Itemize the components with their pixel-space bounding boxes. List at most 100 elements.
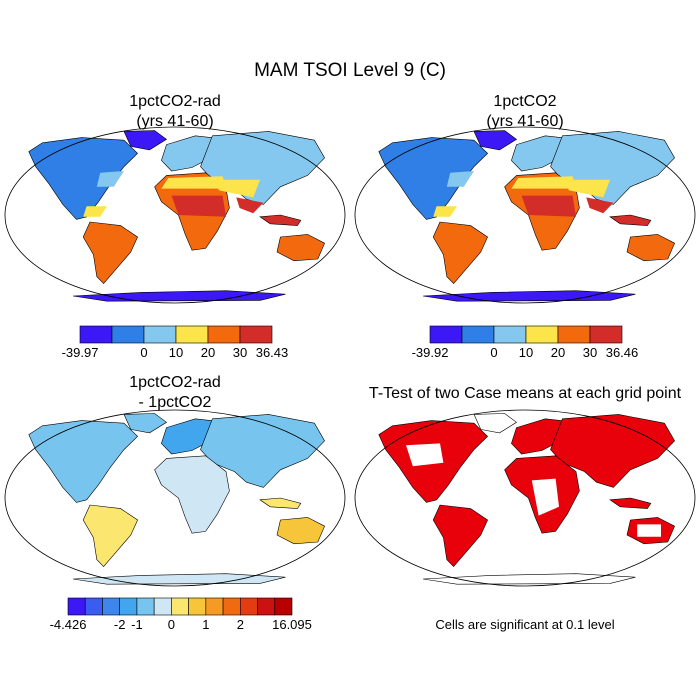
- landmass-greenland: [473, 413, 518, 434]
- colorbar-3-swatch: [119, 597, 138, 616]
- band-central-africa: [521, 195, 576, 217]
- colorbar-3-swatch: [171, 597, 189, 616]
- landmass-antarctica: [72, 573, 286, 585]
- colorbar-3-swatch: [84, 597, 103, 616]
- panel-4-title: T-Test of two Case means at each grid po…: [352, 384, 698, 404]
- colorbar-2-label: 36.46: [606, 345, 639, 360]
- band-north-america-south: [446, 171, 474, 187]
- panel-3-title-line-1: 1pctCO2-rad: [129, 374, 221, 391]
- colorbar-1-swatch: [143, 325, 177, 344]
- colorbar-1-swatch: [79, 325, 113, 344]
- landmass-indonesia: [609, 497, 652, 509]
- colorbar-1-label: 10: [169, 345, 183, 360]
- colorbar-2-swatch: [461, 325, 495, 344]
- landmass-indonesia: [259, 214, 302, 226]
- panel-4-title-line-1: T-Test of two Case means at each grid po…: [368, 385, 682, 402]
- map-1: [4, 126, 346, 304]
- landmass-indonesia: [259, 497, 302, 509]
- landmass-greenland: [123, 413, 168, 434]
- colorbar-2-label: 30: [583, 345, 597, 360]
- colorbar-1-swatch: [111, 325, 145, 344]
- landmass-indonesia: [609, 214, 652, 226]
- colorbar-2-swatch: [557, 325, 591, 344]
- colorbar-2-label: -39.92: [412, 345, 449, 360]
- colorbar-1-label: 0: [140, 345, 147, 360]
- landmass-australia: [626, 234, 675, 262]
- colorbar-3-swatch: [188, 597, 207, 616]
- panel-1-title-line-2: (yrs 41-60): [136, 113, 214, 130]
- colorbar-1-label: 20: [201, 345, 215, 360]
- landmass-samerica: [432, 221, 488, 285]
- colorbar-1-swatch: [207, 325, 241, 344]
- band-sahara: [161, 176, 226, 189]
- colorbar-3-swatch: [222, 597, 241, 616]
- band-central-africa: [171, 195, 226, 217]
- landmass-africa: [154, 455, 230, 534]
- landmass-antarctica: [422, 290, 636, 302]
- landmass-samerica: [82, 504, 138, 568]
- panel-1-title-line-1: 1pctCO2-rad: [129, 93, 221, 110]
- landmass-greenland: [123, 130, 168, 151]
- colorbar-3-swatch: [257, 597, 276, 616]
- colorbar-3-label: -4.426: [50, 617, 87, 632]
- colorbar-3-label: -1: [131, 617, 143, 632]
- colorbar-3-swatch: [153, 597, 172, 616]
- colorbar-3-swatch: [102, 597, 120, 616]
- colorbar-2-swatch: [493, 325, 527, 344]
- colorbar-3-label: 1: [202, 617, 209, 632]
- colorbar-3: -4.426 -2 -1 0 1 2 16.095: [50, 597, 312, 632]
- band-central-america: [433, 206, 457, 217]
- colorbar-2-swatch: [429, 325, 463, 344]
- map-1-frame: [4, 126, 346, 304]
- landmass-antarctica: [422, 573, 636, 585]
- band-central-america: [83, 206, 107, 217]
- band-india: [236, 197, 264, 214]
- colorbar-3-swatch: [67, 597, 86, 616]
- colorbar-2: -39.92 0 10 20 30 36.46: [412, 325, 639, 360]
- panel-3-title: 1pctCO2-rad - 1pctCO2: [25, 373, 325, 413]
- colorbar-3-label: -2: [114, 617, 126, 632]
- colorbar-1-label: 36.43: [256, 345, 289, 360]
- colorbar-1-swatch: [239, 325, 273, 344]
- colorbar-3-label: 16.095: [272, 617, 312, 632]
- landmass-samerica: [82, 221, 138, 285]
- panel-1-title: 1pctCO2-rad (yrs 41-60): [25, 92, 325, 132]
- band-south-asia: [212, 179, 260, 198]
- landmass-antarctica: [72, 290, 286, 302]
- figure-title: MAM TSOI Level 9 (C): [254, 60, 446, 81]
- panel-2-title-line-1: 1pctCO2: [493, 93, 557, 110]
- colorbar-1-label: 30: [233, 345, 247, 360]
- gap-africa: [531, 478, 559, 516]
- colorbar-1-swatch: [175, 325, 209, 344]
- colorbar-2-swatch: [525, 325, 559, 344]
- gap-north-america: [406, 443, 444, 467]
- colorbar-1: -39.97 0 10 20 30 36.43: [62, 325, 289, 360]
- landmass-australia: [276, 234, 325, 262]
- map-3-frame: [4, 409, 346, 587]
- landmass-samerica: [432, 504, 488, 568]
- colorbar-3-label: 0: [168, 617, 175, 632]
- band-south-asia: [562, 179, 610, 198]
- band-north-america-south: [96, 171, 124, 187]
- panel-2-title: 1pctCO2 (yrs 41-60): [375, 92, 675, 132]
- band-india: [586, 197, 614, 214]
- colorbar-3-swatch: [136, 597, 155, 616]
- colorbar-3-swatch: [274, 597, 293, 616]
- landmass-namerica: [28, 420, 139, 503]
- significance-note: Cells are significant at 0.1 level: [435, 617, 615, 632]
- colorbar-1-label: -39.97: [62, 345, 99, 360]
- gap-australia: [637, 524, 661, 537]
- colorbar-2-label: 10: [519, 345, 533, 360]
- map-3: [4, 409, 346, 587]
- colorbar-3-swatch: [205, 597, 224, 616]
- colorbar-3-swatch: [240, 597, 258, 616]
- panel-2-title-line-2: (yrs 41-60): [486, 113, 564, 130]
- colorbar-2-label: 0: [490, 345, 497, 360]
- landmass-australia: [276, 517, 325, 545]
- colorbar-2-label: 20: [551, 345, 565, 360]
- map-4-frame: [354, 409, 696, 587]
- colorbar-3-label: 2: [237, 617, 244, 632]
- panel-3-title-line-2: - 1pctCO2: [138, 394, 212, 411]
